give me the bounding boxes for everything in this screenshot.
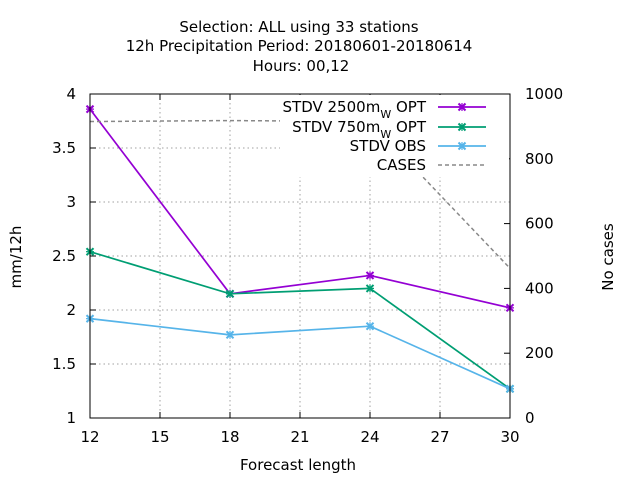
x-tick-label: 27 [430, 428, 449, 446]
y2-tick-label: 200 [525, 344, 554, 362]
x-axis-label: Forecast length [240, 456, 356, 474]
x-tick-label: 18 [220, 428, 239, 446]
y-tick-label: 4 [66, 85, 76, 103]
x-tick-label: 21 [290, 428, 309, 446]
y2-tick-label: 400 [525, 279, 554, 297]
x-tick-label: 24 [360, 428, 379, 446]
y2-tick-label: 0 [525, 409, 535, 427]
data-point-stdv-2500m [365, 271, 375, 280]
y2-tick-label: 600 [525, 215, 554, 233]
y2-axis-label: No cases [599, 223, 617, 291]
legend-marker [457, 122, 467, 132]
y-tick-label: 1 [66, 409, 76, 427]
legend-item-stdv-obs: STDV OBS [350, 137, 486, 155]
chart-title-line1: Selection: ALL using 33 stations [179, 18, 418, 36]
data-point-stdv-obs [225, 330, 235, 340]
legend-label: STDV OBS [350, 137, 426, 155]
plot-frame [89, 93, 511, 419]
y-tick-label: 3.5 [52, 139, 76, 157]
data-point-stdv-750m [225, 289, 235, 299]
series-line-stdv-2500m [89, 108, 511, 309]
x-tick-label: 12 [80, 428, 99, 446]
legend-item-cases: CASES [377, 156, 486, 174]
series-line-stdv-750m [89, 250, 511, 390]
y-tick-label: 1.5 [52, 355, 76, 373]
x-tick-label: 15 [150, 428, 169, 446]
legend-label: STDV 750mW OPT [292, 118, 427, 141]
y-tick-label: 3 [66, 193, 76, 211]
legend-marker [457, 141, 467, 151]
x-tick-label: 30 [500, 428, 519, 446]
series-line-stdv-obs [89, 317, 511, 390]
legend-background [280, 95, 509, 177]
y2-tick-label: 1000 [525, 85, 563, 103]
chart-title-line3: Hours: 00,12 [253, 57, 350, 75]
grid [90, 94, 510, 418]
chart-title-line2: 12h Precipitation Period: 20180601-20180… [126, 37, 473, 55]
legend-marker [457, 102, 467, 112]
data-point-stdv-obs [365, 321, 375, 331]
y2-tick-label: 800 [525, 150, 554, 168]
axis-ticks: 12 15 18 21 24 27 30 1 1.5 2 2.5 3 3.5 4 0 200 400 600 800… [52, 85, 563, 446]
series-stdv-obs [85, 314, 515, 394]
legend-item-stdv-2500m: STDV 2500mW OPT [283, 98, 486, 121]
legend-item-stdv-750m: STDV 750mW OPT [292, 118, 486, 141]
legend-label: CASES [377, 156, 426, 174]
y-axis-label: mm/12h [7, 226, 25, 289]
y-tick-label: 2 [66, 301, 76, 319]
y-tick-label: 2.5 [52, 247, 76, 265]
data-point-stdv-750m [365, 284, 375, 293]
legend-label: STDV 2500mW OPT [283, 98, 427, 121]
